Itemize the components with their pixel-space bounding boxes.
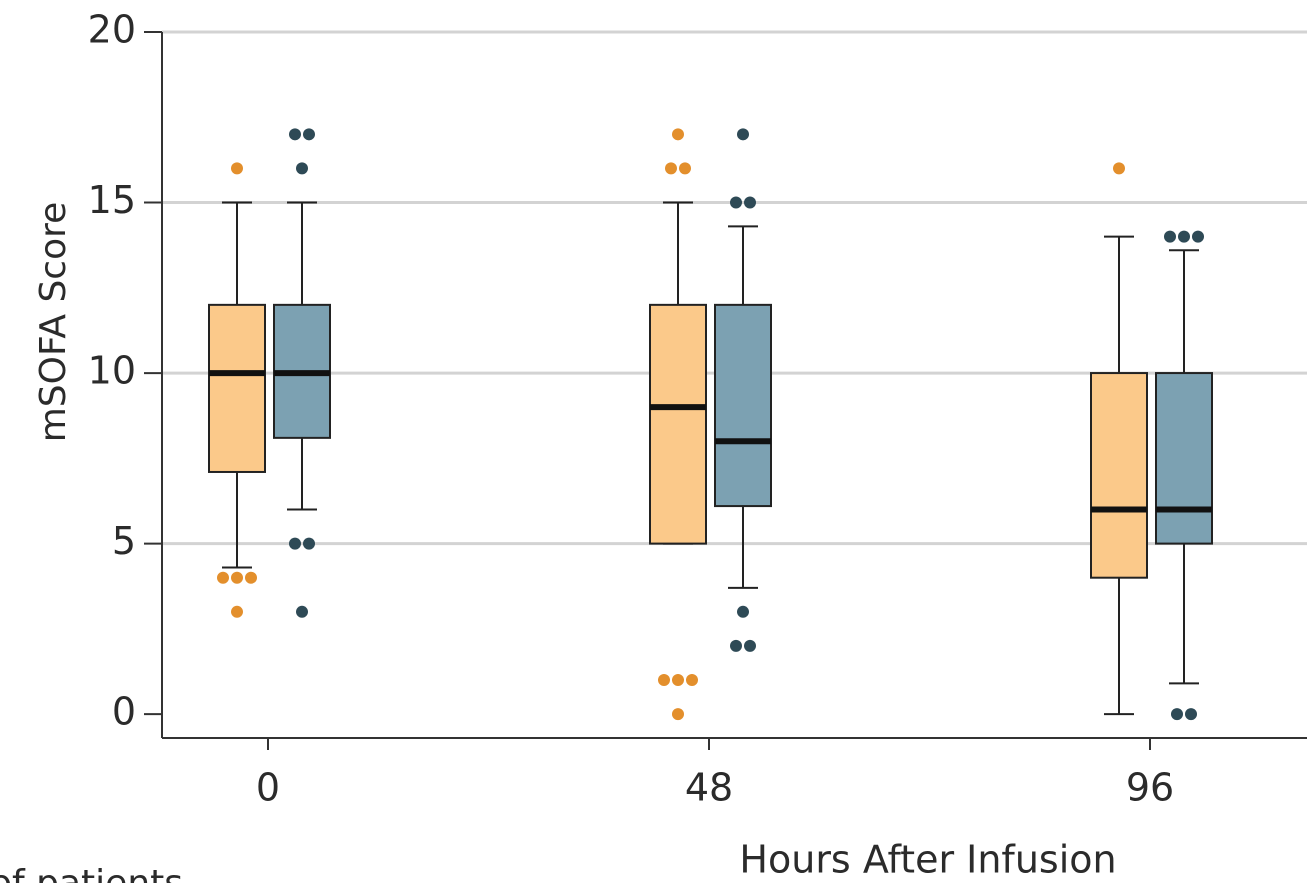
outlier <box>1171 708 1183 721</box>
outlier <box>672 128 684 141</box>
box <box>1155 372 1213 545</box>
y-axis-label: mSOFA Score <box>33 202 74 443</box>
y-tick-label: 10 <box>88 349 136 393</box>
box <box>649 303 707 545</box>
footnote: of patients <box>0 863 183 883</box>
outlier <box>1164 230 1176 243</box>
outlier <box>730 196 742 209</box>
outlier <box>658 674 670 687</box>
outlier <box>217 571 229 584</box>
y-tick-label: 5 <box>112 519 136 563</box>
x-tick-label: 48 <box>685 766 733 810</box>
outlier <box>665 162 677 175</box>
outlier <box>1178 230 1190 243</box>
outlier <box>289 537 301 550</box>
outlier <box>1113 162 1125 175</box>
outlier <box>744 196 756 209</box>
x-tick-label: 96 <box>1126 766 1174 810</box>
box <box>208 303 266 473</box>
outlier <box>289 128 301 141</box>
box <box>1090 372 1148 579</box>
y-tick-label: 0 <box>112 690 136 734</box>
outlier <box>245 571 257 584</box>
outlier <box>303 128 315 141</box>
outlier <box>1192 230 1204 243</box>
outlier <box>672 674 684 687</box>
outlier <box>737 128 749 141</box>
outlier <box>737 605 749 618</box>
x-axis-label: Hours After Infusion <box>739 838 1116 882</box>
outlier <box>296 605 308 618</box>
outlier <box>296 162 308 175</box>
outlier <box>231 571 243 584</box>
outlier <box>231 605 243 618</box>
box <box>714 303 772 508</box>
y-tick-label: 15 <box>88 178 136 222</box>
x-tick-label: 0 <box>256 766 280 810</box>
outlier <box>672 708 684 721</box>
outlier <box>1185 708 1197 721</box>
outlier <box>744 639 756 652</box>
outlier <box>303 537 315 550</box>
outlier <box>679 162 691 175</box>
outlier <box>686 674 698 687</box>
outlier <box>231 162 243 175</box>
outlier <box>730 639 742 652</box>
y-tick-label: 20 <box>88 8 136 52</box>
